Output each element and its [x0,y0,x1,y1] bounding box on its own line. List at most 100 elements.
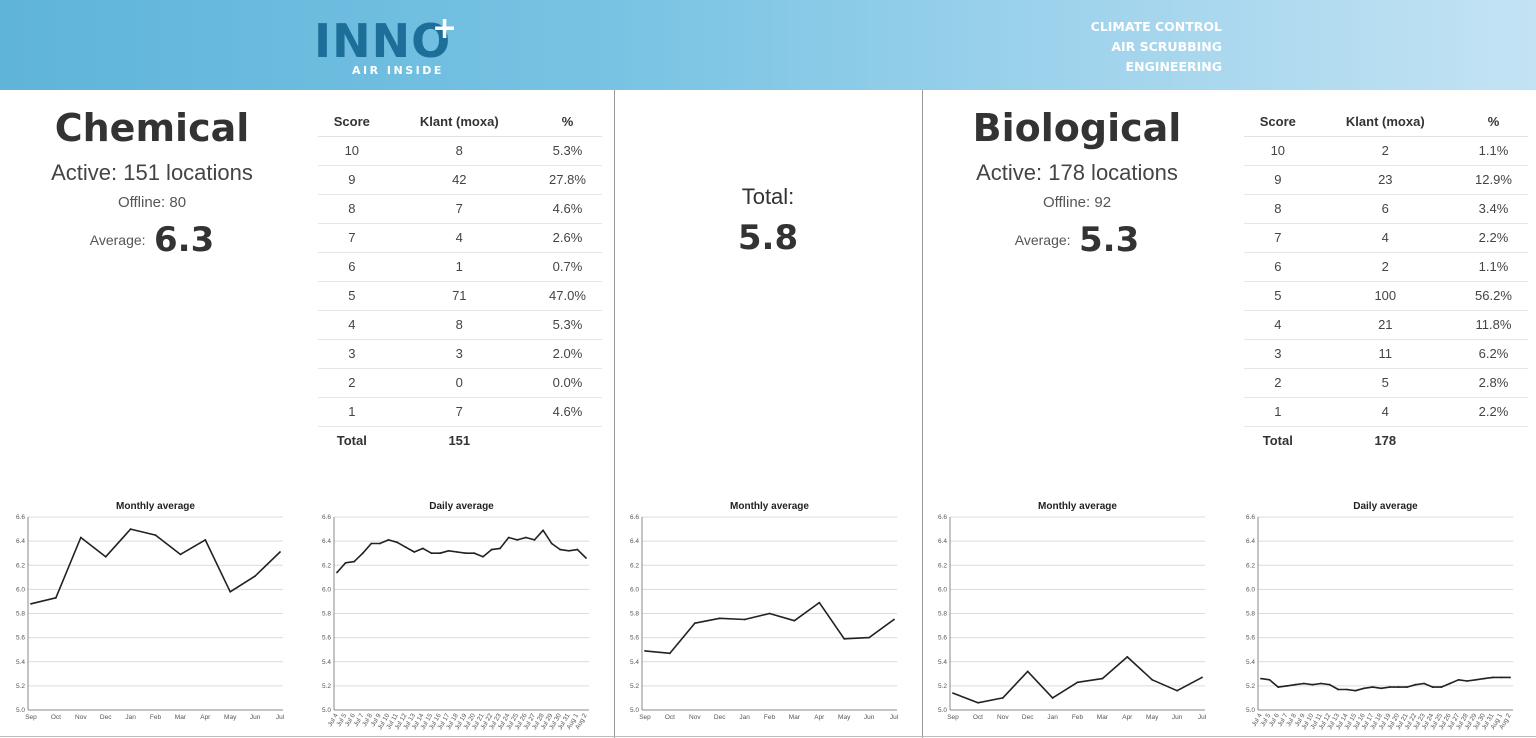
score-cell: 1 [1244,397,1312,427]
chemical-daily-chart: Daily average 5.0 5.2 5.4 5.6 5.8 6.0 6.2 6.4 6.6… [316,496,596,731]
y-tick-label: 5.0 [322,707,331,714]
chemical-score-table: Score Klant (moxa) % 10 8 5.3% 9 42 27.8% 8 7 4.… [318,107,602,455]
tagline-line: ENGINEERING [1125,59,1222,74]
data-point [1328,683,1331,686]
data-point [1268,678,1271,681]
table-row: 9 42 27.8% [318,165,602,195]
line-chart-svg: Daily average 5.0 5.2 5.4 5.6 5.8 6.0 6.2 6.4 6.6… [1246,501,1513,731]
x-tick-label: May [838,714,851,721]
klant-cell: 8 [385,136,533,166]
data-point [1431,686,1434,688]
klant-cell: 21 [1311,310,1459,340]
column-divider [922,90,923,738]
table-row: 4 8 5.3% [318,310,602,340]
klant-cell: 11 [1311,339,1459,369]
score-cell: 7 [1244,223,1312,253]
y-tick-label: 6.2 [938,562,947,569]
data-point [1026,670,1029,673]
table-row: 3 11 6.2% [1244,339,1528,369]
table-row: 6 1 0.7% [318,252,602,282]
tagline-line: AIR SCRUBBING [1111,39,1222,54]
x-tick-label: Oct [973,714,983,721]
data-point [482,555,484,558]
x-tick-label: Dec [1022,714,1034,721]
percent-cell: 47.0% [532,281,602,311]
y-tick-label: 6.2 [322,562,331,569]
y-tick-label: 6.0 [16,586,25,593]
data-point [1051,697,1054,699]
table-row: 8 6 3.4% [1244,194,1528,224]
data-point [1474,678,1477,681]
x-tick-label: Jul [890,714,899,721]
data-point [499,547,502,550]
data-point [1363,687,1365,690]
data-point [379,542,381,545]
y-tick-label: 6.0 [630,586,639,593]
data-point [1388,686,1391,688]
data-point [279,551,281,553]
x-tick-label: Dec [100,714,112,721]
y-tick-label: 5.4 [16,659,25,666]
data-point [977,701,979,704]
x-tick-label: Sep [25,714,37,721]
data-point [1448,682,1451,685]
table-row: 4 21 11.8% [1244,310,1528,340]
chemical-active-count: Active: 151 locations [51,160,253,185]
table-row: 7 4 2.2% [1244,223,1528,253]
y-tick-label: 6.6 [322,514,331,521]
data-point [344,561,347,564]
data-point [464,552,467,555]
x-tick-label: Mar [175,714,187,721]
data-point [1176,689,1178,692]
column-header: Score [1244,107,1312,137]
biological-title: Biological [972,106,1182,150]
data-point [55,596,57,599]
data-point [1371,686,1374,688]
y-tick-label: 6.4 [630,538,639,545]
table-row: 7 4 2.6% [318,223,602,253]
chemical-monthly-chart: Monthly average 5.0 5.2 5.4 5.6 5.8 6.0 6.2 6.4 6… [10,496,290,728]
inno-logo[interactable]: INNO + AIR INSIDE [314,14,464,78]
data-point [1466,680,1468,682]
total-label-cell: Total [1262,433,1293,449]
biological-average: Average: 5.3 [927,220,1227,260]
biological-offline-count: Offline: 92 [1042,194,1112,211]
biological-daily-chart: Daily average 5.0 5.2 5.4 5.6 5.8 6.0 6.2 6.4 6.6… [1240,496,1520,731]
data-point [154,534,157,536]
line-chart-svg: Monthly average 5.0 5.2 5.4 5.6 5.8 6.0 6.2 6.4 6… [16,501,285,721]
klant-cell: 1 [385,252,533,282]
data-point [1397,686,1400,688]
data-point [490,548,493,551]
y-tick-label: 5.4 [322,659,331,666]
data-point [1457,678,1460,681]
score-cell: 7 [318,223,386,253]
klant-cell: 7 [385,397,533,427]
score-cell: 6 [318,252,386,282]
chart-title: Monthly average [730,501,809,512]
score-cell: 3 [1244,339,1312,369]
x-tick-label: Nov [689,714,701,721]
biological-active-count: Active: 178 locations [976,160,1178,185]
klant-cell: 4 [1311,223,1459,253]
data-point [430,552,433,555]
data-point [1423,682,1426,685]
chemical-title: Chemical [54,106,250,150]
logo-subtitle: AIR INSIDE [352,64,444,77]
data-point [104,555,107,558]
x-tick-label: Feb [1072,714,1084,721]
chemical-average-value: 6.3 [154,220,215,260]
percent-cell: 12.9% [1458,165,1528,195]
y-tick-label: 6.0 [322,586,331,593]
y-tick-label: 6.4 [938,538,947,545]
percent-cell: 5.3% [532,310,602,340]
score-cell: 6 [1244,252,1312,282]
percent-cell: 2.8% [1458,368,1528,398]
data-point [1076,681,1079,684]
y-tick-label: 6.2 [1246,562,1255,569]
y-tick-label: 5.0 [938,707,947,714]
y-tick-label: 5.6 [16,635,25,642]
data-point [361,552,364,555]
y-tick-label: 5.8 [630,611,639,618]
klant-cell: 42 [385,165,533,195]
klant-cell: 8 [385,310,533,340]
